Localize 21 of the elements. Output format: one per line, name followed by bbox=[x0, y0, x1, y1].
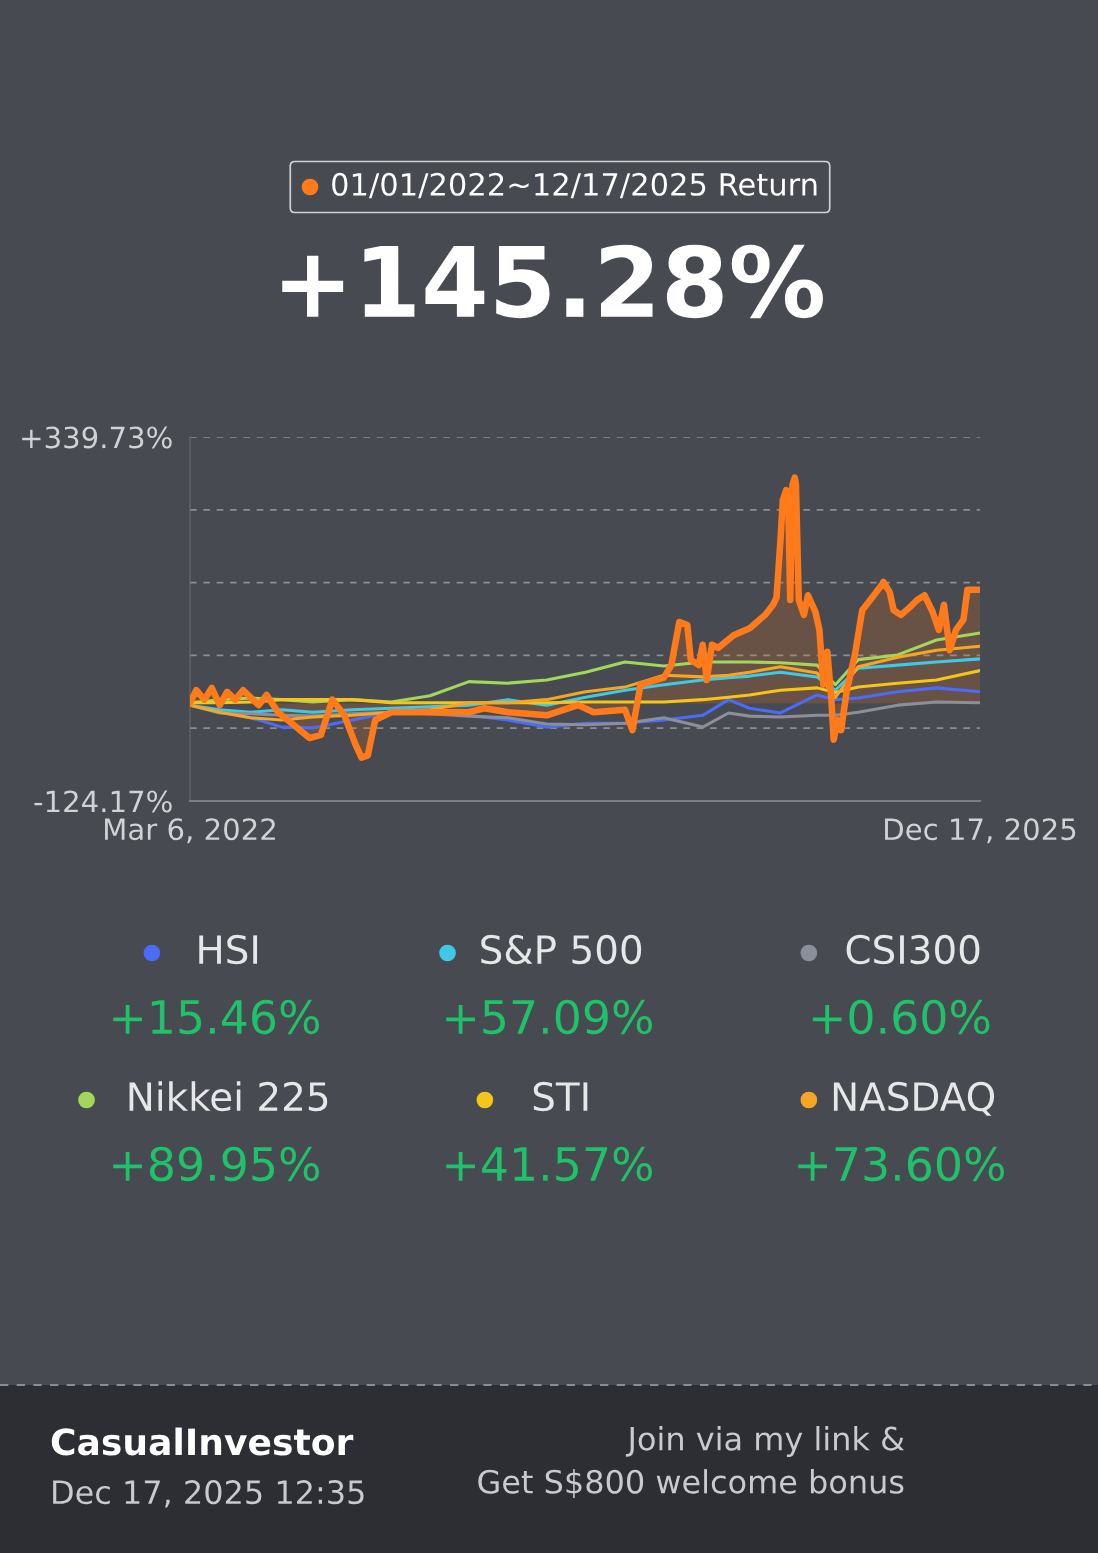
legend-label: Nikkei 225 bbox=[129, 1081, 328, 1112]
x-tick-label: Mar 6, 2022 bbox=[105, 818, 275, 844]
text: +41.57% bbox=[446, 1146, 653, 1182]
legend-label: 01/01/2022~12/17/2025 Return bbox=[332, 172, 817, 199]
y-tick-label: +339.73% bbox=[22, 426, 172, 449]
legend-label: STI bbox=[533, 1081, 588, 1112]
legend-label: CSI300 bbox=[846, 934, 980, 965]
legend-label: S&P 500 bbox=[481, 934, 642, 965]
chart-title: +145.28% bbox=[282, 244, 823, 319]
legend-label: HSI bbox=[199, 934, 258, 965]
text: CasualInvestor bbox=[51, 1427, 354, 1456]
text: +15.46% bbox=[113, 999, 320, 1035]
text: +57.09% bbox=[446, 999, 653, 1035]
y-tick-label: -124.17% bbox=[34, 790, 172, 813]
text: +73.60% bbox=[798, 1146, 1005, 1182]
text: Dec 17, 2025 12:35 bbox=[53, 1480, 364, 1508]
text: Join via my link & Get S$800 welcome bonus bbox=[478, 1426, 905, 1499]
legend-label: NASDAQ bbox=[833, 1081, 995, 1116]
text: +89.95% bbox=[113, 1146, 320, 1182]
text: +0.60% bbox=[812, 999, 990, 1035]
x-tick-label: Dec 17, 2025 bbox=[885, 818, 1076, 844]
